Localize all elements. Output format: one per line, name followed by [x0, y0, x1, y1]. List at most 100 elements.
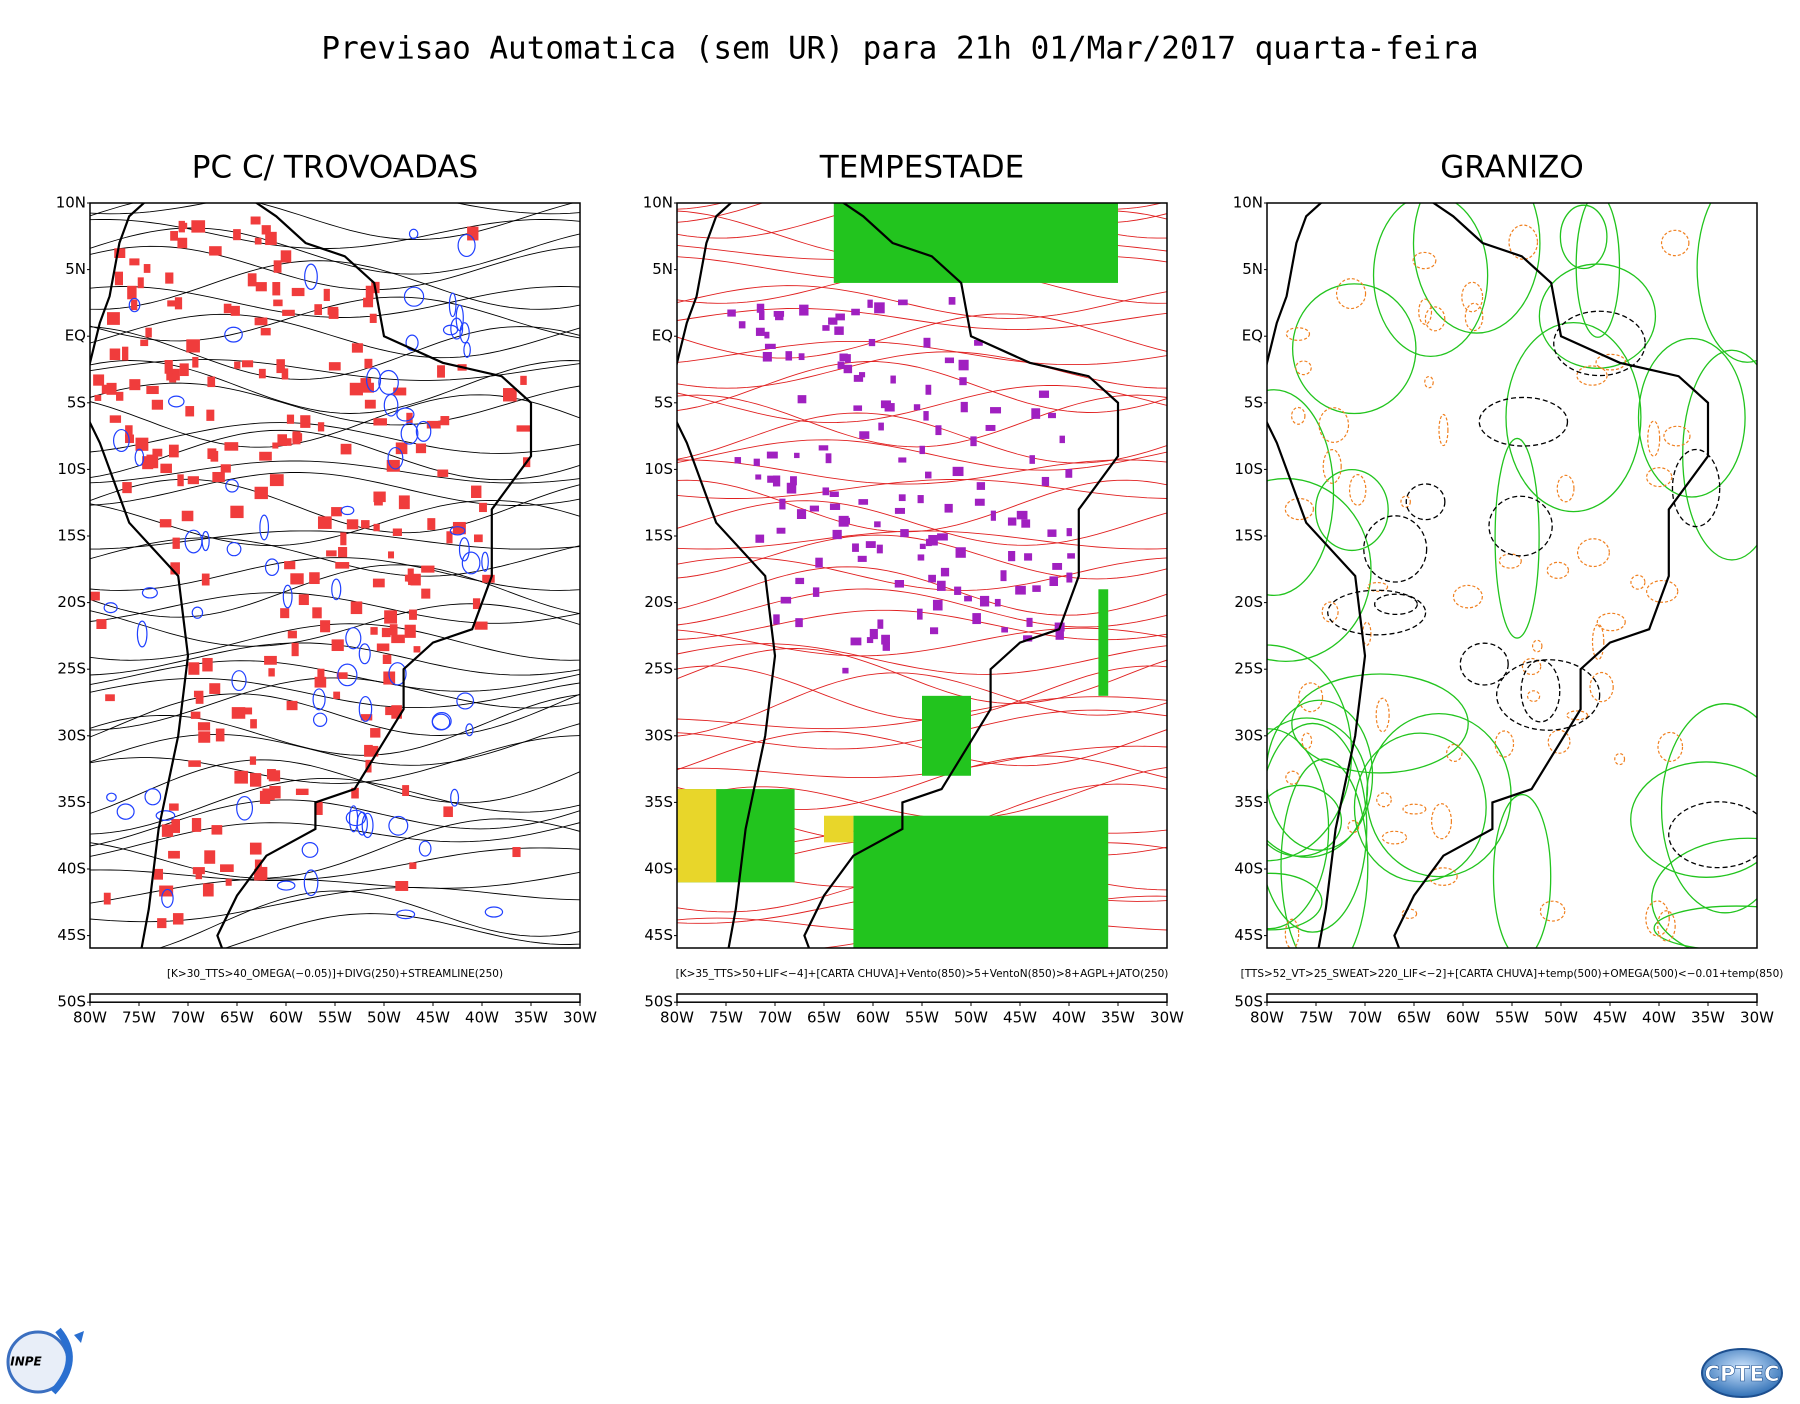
storm-cell — [936, 580, 946, 591]
divergence-contour — [415, 420, 432, 442]
divergence-contour — [201, 530, 210, 552]
inpe-logo: INPE — [6, 1327, 84, 1395]
divergence-contour — [103, 602, 118, 614]
convection-cell — [140, 339, 149, 347]
storm-cell — [839, 353, 848, 362]
storm-cell — [1007, 517, 1017, 526]
storm-cell — [874, 302, 885, 314]
convection-cell — [181, 510, 194, 522]
convection-cell — [340, 443, 352, 455]
convection-cell — [467, 226, 479, 241]
streamline — [90, 564, 580, 618]
convection-cell — [363, 297, 374, 308]
omega-contour — [1322, 449, 1342, 484]
streamline — [90, 472, 580, 506]
divergence-contour — [405, 334, 419, 352]
omega-contour — [1657, 731, 1684, 762]
convection-cell — [395, 442, 408, 455]
convection-cell — [224, 442, 239, 451]
convection-cell — [446, 531, 453, 544]
streamline — [677, 412, 1167, 464]
convection-cell — [241, 360, 254, 368]
lon-label: 55W — [1495, 1009, 1529, 1027]
streamline — [90, 603, 580, 647]
convection-cell — [276, 359, 285, 374]
convection-cell — [410, 573, 421, 586]
divergence-contour — [396, 909, 416, 920]
storm-cell — [780, 596, 792, 604]
streamline — [677, 479, 1167, 533]
streamline — [90, 429, 580, 481]
omega-contour — [1539, 900, 1566, 922]
streamline — [90, 245, 580, 291]
convection-cell — [167, 300, 179, 307]
temp-contour — [1291, 283, 1417, 415]
storm-cell — [925, 384, 932, 395]
divergence-contour — [282, 584, 293, 609]
convection-cell — [323, 288, 330, 302]
convection-cell — [392, 528, 402, 536]
convection-cell — [349, 382, 363, 396]
convection-cell — [129, 379, 141, 391]
omega-contour — [1657, 910, 1676, 942]
convection-cell — [361, 520, 370, 529]
convection-cell — [360, 714, 373, 721]
convection-cell — [364, 399, 376, 409]
convection-cell — [331, 507, 342, 517]
storm-cell — [1015, 585, 1026, 595]
convection-cell — [370, 728, 381, 738]
lon-label: 65W — [1397, 1009, 1431, 1027]
storm-cell — [1055, 629, 1064, 640]
map-content — [90, 203, 580, 948]
wind-area — [1098, 589, 1109, 696]
convection-cell — [406, 412, 413, 423]
storm-cell — [797, 395, 807, 404]
storm-cell — [762, 351, 772, 362]
convection-cell — [350, 601, 363, 615]
streamline — [677, 500, 1167, 546]
streamline — [90, 818, 580, 879]
convection-cell — [331, 639, 344, 652]
lon-label: 75W — [709, 1009, 743, 1027]
convection-cell — [409, 862, 417, 870]
convection-cell — [503, 388, 517, 402]
convection-cell — [404, 624, 416, 638]
convection-cell — [314, 676, 327, 688]
convection-cell — [287, 630, 297, 639]
convection-cell — [373, 491, 386, 503]
convection-cell — [202, 883, 214, 897]
lat-label: 20S — [644, 593, 673, 611]
divergence-contour — [134, 448, 145, 467]
convection-cell — [372, 578, 385, 588]
divergence-contour — [356, 811, 368, 836]
divergence-contour — [136, 620, 148, 648]
convection-cell — [391, 705, 402, 719]
streamline — [677, 313, 1167, 359]
storm-cell — [776, 527, 786, 534]
convection-cell — [143, 264, 151, 273]
convection-cell — [165, 272, 174, 284]
convection-cell — [168, 850, 180, 859]
omega-contour — [1431, 803, 1452, 840]
convection-cell — [249, 756, 257, 765]
convection-cell — [388, 551, 395, 559]
storm-cell — [779, 498, 786, 510]
convection-cell — [188, 760, 201, 767]
convection-cell — [281, 368, 289, 380]
streamline — [90, 530, 580, 550]
convection-cell — [277, 434, 287, 446]
streamline — [90, 203, 575, 241]
omega-contour — [1660, 229, 1690, 257]
convection-cell — [159, 519, 172, 528]
lat-label: 40S — [644, 860, 673, 878]
convection-cell — [107, 312, 120, 325]
convection-cell — [170, 231, 178, 241]
omega-contour — [1595, 353, 1627, 371]
convection-cell — [192, 356, 199, 368]
temp500-contour — [1668, 801, 1757, 869]
convection-cell — [137, 277, 144, 289]
convection-cell — [191, 818, 202, 832]
lat-label: 20S — [57, 593, 86, 611]
convection-cell — [373, 523, 380, 532]
omega-contour — [1614, 752, 1626, 766]
